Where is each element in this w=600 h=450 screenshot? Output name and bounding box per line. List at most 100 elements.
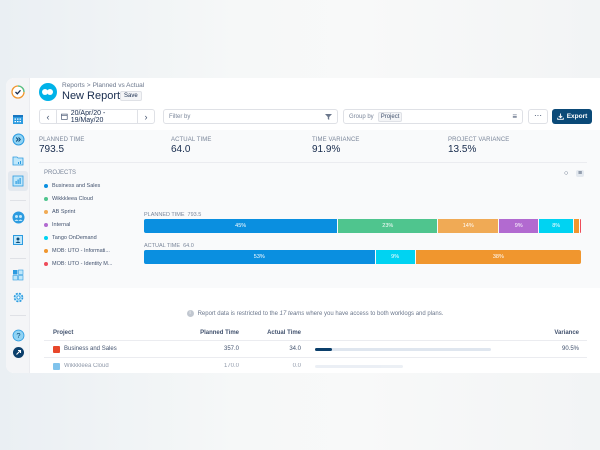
cell-planned: 357.0 — [223, 346, 239, 352]
col-actual-time[interactable]: Actual Time — [267, 329, 301, 336]
progress-track — [315, 364, 403, 368]
col-variance[interactable]: Variance — [554, 329, 579, 336]
toolbar: ‹ 20/Apr/20 - 19/May/20 › Filter by Grou… — [30, 106, 600, 131]
cell-project: Business and Sales — [44, 345, 194, 353]
group-by-chip[interactable]: Project — [377, 111, 403, 122]
legend-label: Internal — [52, 222, 71, 228]
bar-view-icon[interactable]: ≡ — [576, 170, 585, 177]
actual-bar-total: 64.0 — [183, 243, 194, 249]
help-icon[interactable]: ? — [10, 327, 26, 343]
project-icon — [53, 362, 60, 370]
person-icon[interactable] — [10, 232, 26, 248]
folder-chart-icon[interactable] — [10, 152, 26, 168]
bar-segment[interactable]: 9% — [375, 250, 415, 264]
export-button[interactable]: Export — [552, 109, 592, 124]
legend-item[interactable]: AB Sprint — [44, 209, 75, 215]
app-logo-icon[interactable] — [10, 84, 26, 100]
app-window: ? Reports > Planned vs Actual New Report S… — [6, 78, 600, 373]
stat-label: ACTUAL TIME — [171, 137, 212, 143]
actual-time-bar: 53% 9% 38% — [144, 250, 581, 264]
restriction-notice: i Report data is restricted to the 17 tea… — [30, 310, 600, 317]
stat-value: 91.9% — [312, 144, 341, 155]
col-project[interactable]: Project — [53, 329, 74, 336]
donut-view-icon[interactable]: ○ — [564, 170, 569, 177]
reports-icon[interactable] — [8, 171, 28, 191]
menu-icon[interactable]: ≡ — [512, 112, 517, 121]
progress-track — [315, 347, 491, 351]
legend-item[interactable]: Business and Sales — [44, 183, 100, 189]
prev-period-button[interactable]: ‹ — [46, 111, 50, 122]
download-icon — [556, 113, 564, 120]
next-period-button[interactable]: › — [144, 111, 148, 122]
cell-variance: 90.5% — [561, 346, 579, 352]
col-planned-time[interactable]: Planned Time — [200, 329, 239, 336]
bar-segment[interactable]: 8% — [539, 219, 574, 233]
group-by-select[interactable]: Group by Project ≡ — [343, 109, 523, 124]
stat-project-variance: PROJECT VARIANCE 13.5% — [448, 137, 509, 155]
save-button[interactable]: Save — [120, 91, 142, 101]
bar-segment[interactable]: 38% — [415, 250, 581, 264]
date-range-field[interactable]: 20/Apr/20 - 19/May/20 — [56, 110, 138, 124]
planned-bar-title: PLANNED TIME — [144, 212, 185, 218]
actual-bar-title: ACTUAL TIME — [144, 243, 181, 249]
legend-label: Business and Sales — [52, 183, 101, 189]
legend-dot-icon — [44, 262, 48, 266]
legend-dot-icon — [44, 236, 48, 240]
stat-time-variance: TIME VARIANCE 91.9% — [312, 137, 360, 155]
projects-legend-title: PROJECTS — [44, 170, 77, 176]
bar-segment[interactable]: 23% — [338, 219, 438, 233]
notice-team-count[interactable]: 17 teams — [279, 311, 305, 318]
legend-item[interactable]: MOB: UTO - Informati... — [44, 248, 110, 254]
table-row[interactable]: Wikkkleea Cloud 170.0 0.0 — [44, 358, 587, 373]
table-header: Project Planned Time Actual Time Varianc… — [44, 325, 587, 341]
forward-icon[interactable] — [10, 131, 26, 147]
bar-segment[interactable] — [574, 219, 579, 233]
cell-progress — [301, 364, 491, 368]
stats-divider — [39, 162, 587, 163]
notice-text-after: where you have access to both worklogs a… — [304, 311, 444, 318]
legend-item[interactable]: Tango OnDemand — [44, 235, 97, 241]
stat-label: TIME VARIANCE — [312, 137, 360, 143]
legend-label: Wikkkleea Cloud — [52, 196, 93, 202]
table-row[interactable]: Business and Sales 357.0 34.0 90.5% — [44, 341, 587, 358]
filter-input[interactable]: Filter by — [163, 109, 338, 124]
teams-icon[interactable] — [10, 209, 26, 225]
legend-item[interactable]: Wikkkleea Cloud — [44, 196, 93, 202]
bar-segment[interactable]: 45% — [144, 219, 338, 233]
legend-item[interactable]: Internal — [44, 222, 70, 228]
rocket-icon[interactable] — [10, 344, 26, 360]
more-options-button[interactable]: ··· — [528, 109, 548, 124]
bar-segment[interactable]: 53% — [144, 250, 375, 264]
legend-label: MOB: UTO - Identity M... — [52, 261, 113, 267]
gear-icon[interactable] — [10, 289, 26, 305]
legend-label: AB Sprint — [52, 209, 76, 215]
breadcrumb: Reports > Planned vs Actual — [62, 82, 144, 89]
legend-item[interactable]: MOB: UTO - Identity M... — [44, 261, 112, 267]
bar-segment[interactable]: 14% — [438, 219, 499, 233]
page-title: New Report — [62, 90, 121, 102]
project-name: Business and Sales — [64, 346, 117, 352]
breadcrumb-separator: > — [86, 82, 91, 89]
svg-text:?: ? — [16, 331, 20, 340]
stat-actual-time: ACTUAL TIME 64.0 — [171, 137, 211, 155]
calendar-icon[interactable] — [10, 111, 26, 127]
bar-segment[interactable] — [579, 219, 581, 233]
legend-dot-icon — [44, 210, 48, 214]
planned-bar-label: PLANNED TIME 793.5 — [144, 212, 201, 218]
breadcrumb-planned-vs-actual[interactable]: Planned vs Actual — [92, 82, 145, 89]
bar-segment[interactable]: 9% — [499, 219, 539, 233]
filter-funnel-icon — [325, 113, 332, 120]
stat-planned-time: PLANNED TIME 793.5 — [39, 137, 84, 155]
breadcrumb-reports[interactable]: Reports — [62, 82, 85, 89]
report-logo-icon — [39, 83, 57, 101]
stat-value: 13.5% — [448, 144, 477, 155]
stat-value: 793.5 — [39, 144, 65, 155]
stat-value: 64.0 — [171, 144, 191, 155]
apps-icon[interactable] — [10, 267, 26, 283]
sidebar-divider — [10, 200, 26, 201]
legend-label: Tango OnDemand — [52, 235, 97, 241]
date-range-picker: ‹ 20/Apr/20 - 19/May/20 › — [39, 109, 155, 124]
export-label: Export — [566, 113, 588, 120]
actual-bar-label: ACTUAL TIME 64.0 — [144, 243, 194, 249]
planned-time-bar: 45% 23% 14% 9% 8% — [144, 219, 581, 233]
